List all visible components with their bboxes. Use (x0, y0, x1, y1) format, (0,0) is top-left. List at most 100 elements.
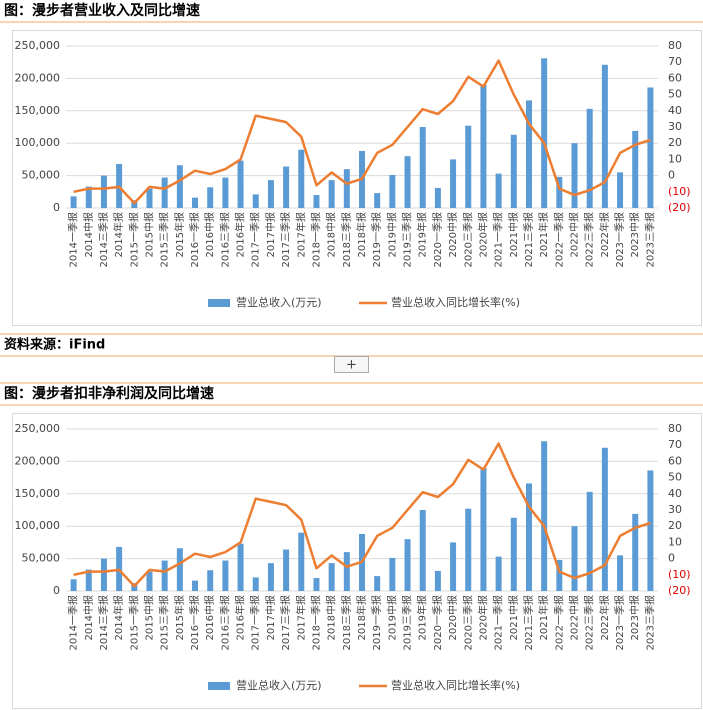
expand-button-label[interactable]: + (346, 358, 357, 373)
bar (207, 570, 214, 591)
x-tick-label: 2023中报 (628, 595, 641, 640)
bar (586, 108, 593, 208)
bar (389, 557, 396, 591)
x-tick-label: 2022中报 (568, 212, 581, 257)
x-tick-label: 2014一季报 (67, 595, 80, 650)
bar (510, 517, 517, 591)
y2-tick-label: 60 (668, 71, 682, 84)
legend-swatch (208, 682, 230, 690)
x-tick-label: 2014中报 (82, 212, 95, 257)
y2-tick-label: 20 (668, 136, 682, 149)
bar (480, 84, 487, 208)
bar (146, 571, 153, 591)
x-tick-label: 2015三季报 (158, 595, 171, 650)
x-tick-label: 2019年报 (416, 212, 429, 257)
bar (647, 470, 654, 591)
header-title: 图：漫步者扣非净利润及同比增速 (4, 385, 214, 402)
bar (465, 125, 472, 208)
x-tick-label: 2023三季报 (643, 595, 656, 650)
bar (541, 441, 548, 591)
bar (525, 100, 532, 208)
y-tick-label: 0 (53, 584, 60, 597)
y2-tick-label: 70 (668, 55, 682, 68)
bar (465, 508, 472, 591)
bar (161, 560, 168, 591)
x-tick-label: 2022三季报 (583, 595, 596, 650)
y2-tick-label: 50 (668, 88, 682, 101)
bar (419, 510, 426, 591)
bar (404, 156, 411, 208)
x-tick-label: 2021年报 (537, 212, 550, 257)
x-tick-label: 2017一季报 (249, 595, 262, 650)
y-tick-label: 50,000 (22, 552, 61, 565)
x-tick-label: 2015中报 (142, 595, 155, 640)
y-tick-label: 150,000 (15, 487, 61, 500)
x-tick-label: 2015一季报 (127, 595, 140, 650)
bar (192, 197, 199, 208)
y2-tick-label: 80 (668, 39, 682, 52)
x-tick-label: 2022年报 (598, 595, 611, 640)
x-tick-label: 2019中报 (385, 212, 398, 257)
bar (374, 193, 381, 208)
x-tick-label: 2019一季报 (370, 212, 383, 267)
x-tick-label: 2020三季报 (461, 595, 474, 650)
x-tick-label: 2022一季报 (552, 212, 565, 267)
y-tick-label: 200,000 (15, 454, 61, 467)
x-tick-label: 2017中报 (264, 212, 277, 257)
x-tick-label: 2023中报 (628, 212, 641, 257)
x-tick-label: 2016一季报 (188, 595, 201, 650)
bar (283, 166, 290, 208)
bar (495, 556, 502, 591)
expand-button[interactable] (334, 356, 369, 373)
bar (252, 194, 259, 208)
bar (222, 177, 229, 208)
y2-tick-label: (20) (668, 201, 691, 214)
x-tick-label: 2014中报 (82, 595, 95, 640)
bar (617, 555, 624, 591)
bar (404, 539, 411, 591)
x-tick-label: 2016中报 (203, 595, 216, 640)
x-tick-label: 2019年报 (416, 595, 429, 640)
x-tick-label: 2017年报 (294, 212, 307, 257)
x-tick-label: 2020一季报 (431, 595, 444, 650)
y2-tick-label: 20 (668, 519, 682, 532)
x-tick-label: 2020中报 (446, 212, 459, 257)
x-tick-label: 2016中报 (203, 212, 216, 257)
bar (632, 513, 639, 591)
bar (237, 160, 244, 208)
y2-tick-label: 10 (668, 535, 682, 548)
bar (374, 576, 381, 591)
x-tick-label: 2022一季报 (552, 595, 565, 650)
bar (100, 175, 107, 208)
bar (617, 172, 624, 208)
bar (328, 180, 335, 208)
x-tick-label: 2022三季报 (583, 212, 596, 267)
bar (70, 579, 77, 591)
y2-tick-label: 30 (668, 120, 682, 133)
y2-tick-label: 70 (668, 438, 682, 451)
legend-label: 营业总收入(万元) (236, 678, 322, 692)
bar (283, 549, 290, 591)
x-tick-label: 2018一季报 (309, 212, 322, 267)
x-tick-label: 2019中报 (385, 595, 398, 640)
x-tick-label: 2021一季报 (492, 212, 505, 267)
chart-frame (12, 30, 702, 326)
y-tick-label: 150,000 (15, 104, 61, 117)
x-tick-label: 2014三季报 (97, 595, 110, 650)
x-tick-label: 2020中报 (446, 595, 459, 640)
x-tick-label: 2018年报 (355, 595, 368, 640)
bar (192, 580, 199, 591)
x-tick-label: 2017三季报 (279, 595, 292, 650)
x-tick-label: 2021三季报 (522, 595, 535, 650)
bar (480, 467, 487, 591)
header-bar (0, 0, 703, 22)
x-tick-label: 2017中报 (264, 595, 277, 640)
bar (176, 548, 183, 591)
bar (237, 543, 244, 591)
x-tick-label: 2021年报 (537, 595, 550, 640)
y-tick-label: 0 (53, 201, 60, 214)
x-tick-label: 2022年报 (598, 212, 611, 257)
bar (343, 169, 350, 208)
bar (267, 563, 274, 591)
x-tick-label: 2014一季报 (67, 212, 80, 267)
